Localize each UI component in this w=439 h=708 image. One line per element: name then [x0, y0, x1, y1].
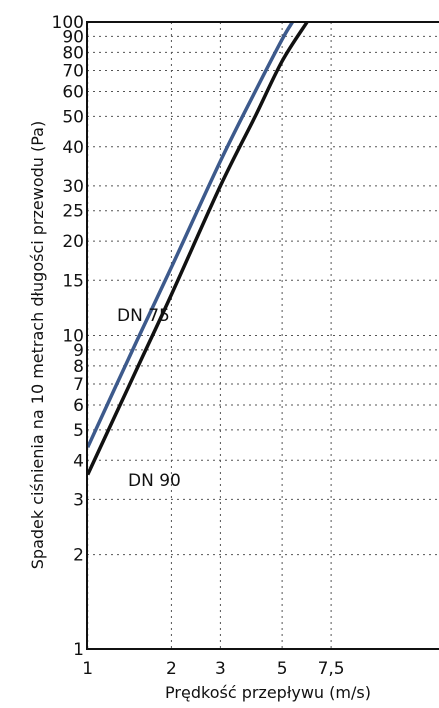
y-tick-label: 1 [73, 640, 84, 660]
y-tick-label: 25 [62, 202, 84, 222]
y-tick-label: 60 [62, 83, 84, 103]
series-label-dn-75: DN 75 [117, 306, 170, 326]
series-line-dn-75 [86, 21, 295, 449]
y-tick-label: 6 [73, 396, 84, 416]
y-tick-label: 30 [62, 177, 84, 197]
y-tick-label: 100 [52, 13, 84, 33]
y-tick-label: 40 [62, 138, 84, 158]
x-tick-labels: 1 2 3 5 7,5 [82, 659, 344, 679]
y-tick-label: 5 [73, 421, 84, 441]
y-tick-label: 80 [62, 43, 84, 63]
y-axis-title: Spadek ciśnienia na 10 metrach długości … [28, 121, 47, 569]
y-tick-label: 90 [62, 27, 84, 47]
y-tick-label: 20 [62, 232, 84, 252]
y-tick-label: 70 [62, 62, 84, 82]
x-tick-label: 1 [82, 659, 93, 679]
y-tick-label: 10 [62, 327, 84, 347]
y-tick-label: 8 [73, 357, 84, 377]
y-tick-label: 9 [73, 341, 84, 361]
x-tick-label: 7,5 [318, 659, 345, 679]
series-label-dn-90: DN 90 [128, 471, 181, 491]
grid-layer [87, 22, 439, 649]
plot-frame [86, 21, 439, 650]
y-tick-label: 50 [62, 107, 84, 127]
series-layer [86, 21, 309, 476]
y-tick-label: 2 [73, 546, 84, 566]
x-axis-title: Prędkość przepływu (m/s) [165, 683, 371, 702]
x-tick-label: 3 [215, 659, 226, 679]
y-tick-label: 7 [73, 375, 84, 395]
x-tick-label: 5 [277, 659, 288, 679]
x-tick-label: 2 [166, 659, 177, 679]
y-tick-label: 3 [73, 490, 84, 510]
y-tick-label: 4 [73, 451, 84, 471]
series-line-dn-90 [86, 21, 309, 476]
series-labels: DN 75 DN 90 [117, 306, 181, 491]
y-tick-label: 15 [62, 271, 84, 291]
